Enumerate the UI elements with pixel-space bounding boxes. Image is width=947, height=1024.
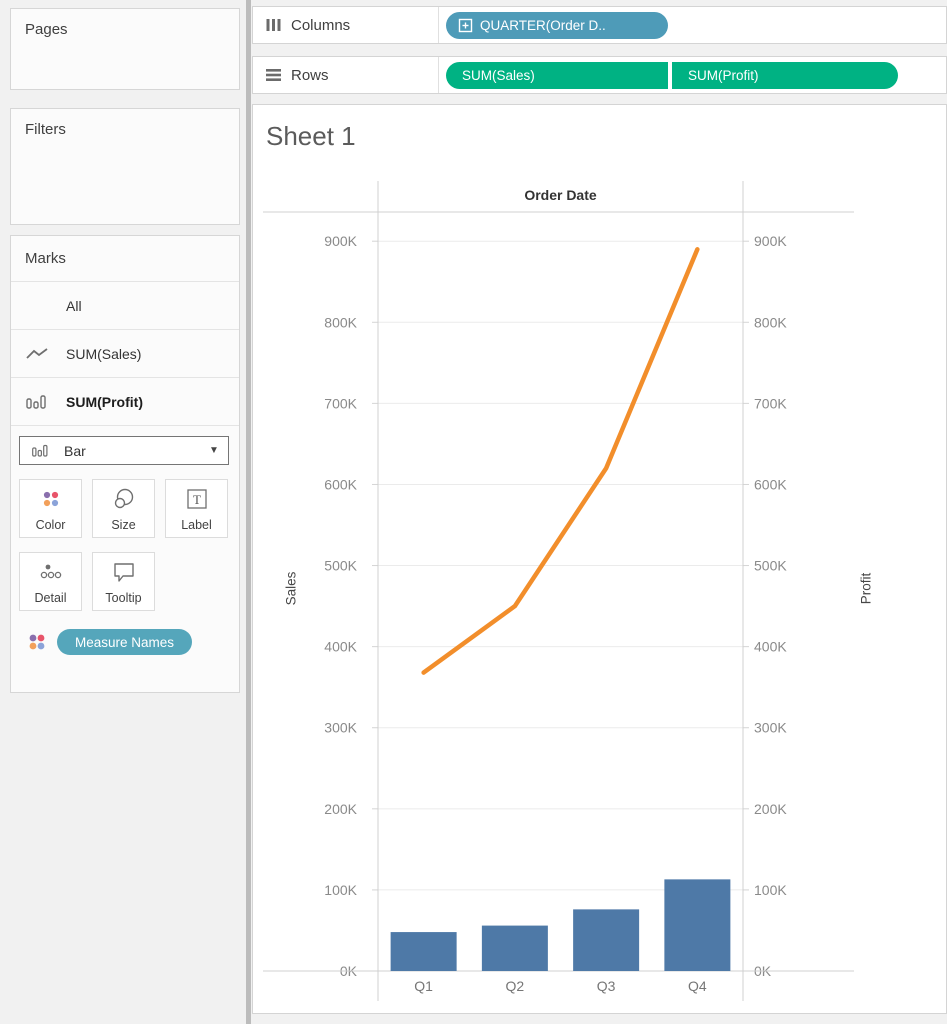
marks-card-all[interactable]: All bbox=[11, 282, 239, 330]
column-field-header[interactable]: Order Date bbox=[524, 187, 597, 203]
mark-type-value: Bar bbox=[64, 442, 86, 459]
x-axis-category-label[interactable]: Q4 bbox=[688, 978, 707, 994]
profit-bar-mark[interactable] bbox=[573, 909, 640, 971]
profit-bar-mark[interactable] bbox=[664, 879, 731, 971]
marks-card-sum-profit-label: SUM(Profit) bbox=[66, 393, 143, 410]
label-button-label: Label bbox=[181, 518, 212, 532]
right-axis-tick-label: 100K bbox=[754, 882, 787, 898]
right-axis-tick-label: 300K bbox=[754, 720, 787, 736]
left-axis-tick-label: 700K bbox=[324, 395, 357, 411]
columns-icon bbox=[266, 18, 281, 32]
size-circles-icon bbox=[112, 480, 136, 518]
pages-shelf-title: Pages bbox=[25, 21, 68, 38]
profit-bar-mark[interactable] bbox=[481, 925, 548, 971]
rows-icon bbox=[266, 68, 281, 82]
pill-sum-profit[interactable]: SUM(Profit) bbox=[672, 61, 898, 89]
label-button[interactable]: T Label bbox=[165, 479, 228, 538]
line-chart-icon bbox=[26, 347, 52, 361]
detail-button[interactable]: Detail bbox=[19, 552, 82, 611]
marks-card-sum-profit[interactable]: SUM(Profit) bbox=[11, 378, 239, 426]
measure-names-row: Measure Names bbox=[26, 629, 193, 655]
columns-shelf-label: Columns bbox=[291, 16, 351, 34]
marks-card-all-label: All bbox=[66, 297, 82, 314]
color-button-label: Color bbox=[35, 518, 66, 532]
detail-button-label: Detail bbox=[34, 591, 67, 605]
left-axis-tick-label: 200K bbox=[324, 801, 357, 817]
rows-shelf-label: Rows bbox=[291, 66, 329, 84]
expand-plus-icon[interactable] bbox=[458, 18, 473, 33]
x-axis-category-label[interactable]: Q2 bbox=[506, 978, 525, 994]
rows-shelf-label-zone: Rows bbox=[253, 57, 439, 93]
rows-shelf[interactable]: Rows SUM(Sales) SUM(Profit) bbox=[252, 56, 947, 94]
pill-quarter-order-date[interactable]: QUARTER(Order D.. bbox=[446, 11, 668, 39]
tooltip-button-label: Tooltip bbox=[105, 591, 142, 605]
left-axis-tick-label: 900K bbox=[324, 233, 357, 249]
color-button[interactable]: Color bbox=[19, 479, 82, 538]
right-axis-tick-label: 900K bbox=[754, 233, 787, 249]
sidebar-divider[interactable] bbox=[246, 0, 251, 1024]
left-axis-tick-label: 600K bbox=[324, 476, 357, 492]
left-axis-tick-label: 100K bbox=[324, 882, 357, 898]
right-axis-tick-label: 200K bbox=[754, 801, 787, 817]
right-axis-tick-label: 700K bbox=[754, 395, 787, 411]
right-axis-tick-label: 500K bbox=[754, 558, 787, 574]
chevron-down-icon[interactable]: ▼ bbox=[209, 445, 219, 456]
worksheet-view: Sheet 1 Order Date Sales Profit 0K 0K 100K… bbox=[252, 104, 947, 1014]
sales-line-mark[interactable] bbox=[421, 247, 700, 675]
marks-card-sum-sales[interactable]: SUM(Sales) bbox=[11, 330, 239, 378]
sheet-title[interactable]: Sheet 1 bbox=[266, 121, 356, 151]
mark-type-dropdown[interactable]: Bar ▼ bbox=[19, 436, 229, 465]
pill-sum-profit-label: SUM(Profit) bbox=[688, 67, 759, 83]
color-dots-icon bbox=[40, 480, 62, 518]
profit-bar-mark[interactable] bbox=[390, 932, 457, 971]
columns-shelf-label-zone: Columns bbox=[253, 7, 439, 43]
x-axis-category-label[interactable]: Q1 bbox=[414, 978, 433, 994]
size-button[interactable]: Size bbox=[92, 479, 155, 538]
bar-chart-icon bbox=[26, 394, 52, 410]
x-axis-category-label[interactable]: Q3 bbox=[597, 978, 616, 994]
bar-chart-icon bbox=[32, 444, 48, 458]
pill-sum-sales[interactable]: SUM(Sales) bbox=[446, 61, 668, 89]
left-axis-tick-label: 400K bbox=[324, 639, 357, 655]
sidebar: Pages Filters Marks All SUM(Sales) SUM(P… bbox=[0, 0, 246, 1024]
tooltip-bubble-icon bbox=[112, 553, 136, 591]
filters-shelf-title: Filters bbox=[25, 121, 66, 138]
svg-text:T: T bbox=[193, 492, 201, 507]
pill-quarter-order-date-label: QUARTER(Order D.. bbox=[480, 17, 606, 33]
right-axis-tick-label: 400K bbox=[754, 639, 787, 655]
left-axis-tick-label: 800K bbox=[324, 314, 357, 330]
filters-shelf[interactable]: Filters bbox=[10, 108, 240, 225]
right-axis-tick-label: 600K bbox=[754, 476, 787, 492]
text-label-icon: T bbox=[186, 480, 208, 518]
tooltip-button[interactable]: Tooltip bbox=[92, 552, 155, 611]
columns-shelf[interactable]: Columns QUARTER(Order D.. bbox=[252, 6, 947, 44]
size-button-label: Size bbox=[111, 518, 136, 532]
pages-shelf[interactable]: Pages bbox=[10, 8, 240, 90]
marks-panel: Marks All SUM(Sales) SUM(Profit) bbox=[10, 235, 240, 693]
left-axis-tick-label: 300K bbox=[324, 720, 357, 736]
pill-sum-sales-label: SUM(Sales) bbox=[462, 67, 535, 83]
right-axis-tick-label: 800K bbox=[754, 314, 787, 330]
marks-card-sum-sales-label: SUM(Sales) bbox=[66, 345, 142, 362]
left-axis-tick-label: 500K bbox=[324, 558, 357, 574]
marks-panel-title: Marks bbox=[11, 236, 239, 282]
measure-names-pill[interactable]: Measure Names bbox=[57, 629, 193, 655]
detail-dots-icon bbox=[39, 553, 63, 591]
measure-names-dots-icon bbox=[26, 631, 48, 653]
